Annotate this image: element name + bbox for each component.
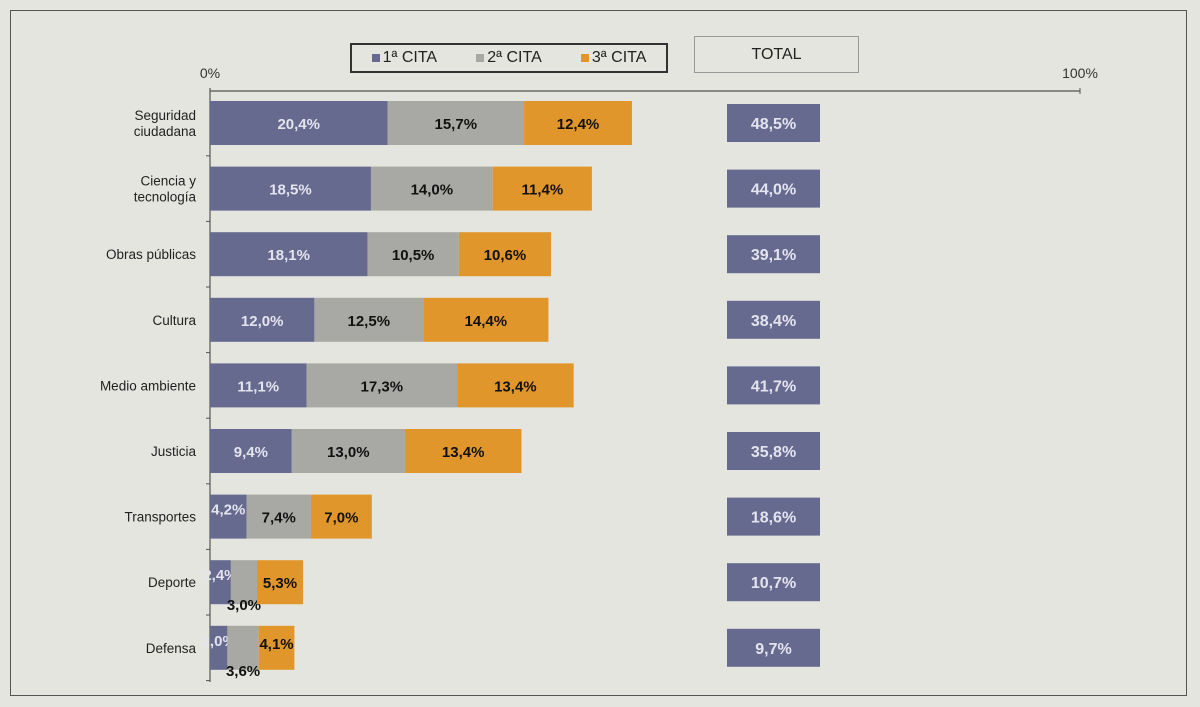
total-label: 44,0% bbox=[751, 182, 796, 199]
category-label: Transportes bbox=[124, 510, 196, 525]
total-label: 41,7% bbox=[751, 378, 796, 395]
total-box bbox=[727, 300, 820, 339]
legend-item-2: 2ª CITA bbox=[476, 49, 542, 67]
total-label: 48,5% bbox=[751, 116, 796, 133]
data-label: 5,3% bbox=[263, 575, 297, 592]
bar-segment-2 bbox=[291, 429, 405, 473]
data-label: 13,4% bbox=[494, 378, 537, 395]
total-header: TOTAL bbox=[694, 36, 859, 73]
total-label: 39,1% bbox=[751, 247, 796, 264]
total-box bbox=[727, 235, 820, 274]
data-label: 17,3% bbox=[361, 378, 404, 395]
data-label: 9,4% bbox=[234, 444, 268, 461]
legend-swatch bbox=[371, 54, 380, 62]
bar-segment-2 bbox=[314, 297, 424, 342]
data-label: 14,0% bbox=[411, 182, 454, 199]
data-label: 12,5% bbox=[348, 313, 391, 330]
bar-segment-1 bbox=[210, 363, 307, 408]
data-label: 12,0% bbox=[241, 313, 284, 330]
category-label: Medio ambiente bbox=[100, 378, 196, 393]
total-label: 35,8% bbox=[751, 444, 796, 461]
data-label: 20,4% bbox=[277, 116, 320, 133]
bar-segment-1 bbox=[210, 494, 247, 539]
bar-segment-1 bbox=[210, 101, 388, 145]
data-label: 14,4% bbox=[465, 313, 508, 330]
data-label: 2,0% bbox=[202, 633, 236, 650]
bar-segment-2 bbox=[246, 494, 311, 539]
bar-segment-1 bbox=[210, 297, 315, 342]
total-box bbox=[727, 432, 820, 470]
data-label: 15,7% bbox=[435, 116, 478, 133]
legend-item-1: 1ª CITA bbox=[371, 49, 438, 67]
data-label: 3,0% bbox=[227, 597, 261, 614]
data-label: 12,4% bbox=[557, 116, 600, 133]
data-label: 10,5% bbox=[392, 247, 435, 264]
data-label: 7,4% bbox=[262, 510, 296, 527]
data-label: 10,6% bbox=[484, 247, 527, 264]
bar-segment-2 bbox=[387, 101, 525, 145]
bar-segment-3 bbox=[423, 297, 549, 342]
total-label: 10,7% bbox=[751, 575, 796, 592]
bar-segment-3 bbox=[310, 494, 372, 539]
total-label: 38,4% bbox=[751, 313, 796, 330]
legend-label: 3ª CITA bbox=[591, 49, 647, 66]
total-box bbox=[727, 497, 820, 536]
category-label: Obras públicas bbox=[106, 247, 196, 262]
bar-segment-2 bbox=[370, 166, 493, 211]
bar-segment-3 bbox=[258, 625, 295, 670]
total-label: 9,7% bbox=[755, 641, 791, 658]
legend-label: 2ª CITA bbox=[487, 49, 542, 66]
total-box bbox=[727, 104, 820, 142]
total-box bbox=[727, 563, 820, 602]
bar-segment-1 bbox=[210, 560, 231, 605]
total-label: 18,6% bbox=[751, 510, 796, 527]
data-label: 18,1% bbox=[267, 247, 310, 264]
category-label: Cultura bbox=[152, 313, 196, 328]
data-label: 3,6% bbox=[226, 663, 260, 680]
data-label: 18,5% bbox=[269, 182, 312, 199]
bar-segment-3 bbox=[492, 166, 592, 211]
bar-segment-1 bbox=[210, 232, 368, 277]
bar-segment-1 bbox=[210, 429, 292, 473]
data-label: 11,1% bbox=[237, 378, 279, 395]
category-label: ciudadana bbox=[134, 124, 197, 139]
bar-segment-3 bbox=[458, 232, 552, 277]
category-label: Deporte bbox=[148, 575, 196, 590]
category-label: Justicia bbox=[151, 444, 197, 459]
bar-segment-1 bbox=[210, 166, 371, 211]
data-label: 11,4% bbox=[521, 182, 563, 199]
category-label: Seguridad bbox=[134, 108, 196, 123]
bar-segment-3 bbox=[404, 429, 522, 473]
bar-segment-3 bbox=[524, 101, 632, 145]
total-box bbox=[727, 366, 820, 405]
chart-frame bbox=[10, 10, 1187, 696]
category-label: Ciencia y bbox=[140, 174, 196, 189]
x-tick-label: 0% bbox=[200, 65, 220, 81]
category-label: tecnología bbox=[134, 190, 197, 205]
bar-segment-2 bbox=[227, 625, 259, 670]
bar-segment-1 bbox=[210, 625, 228, 670]
legend-swatch bbox=[580, 54, 589, 62]
category-label: Defensa bbox=[146, 641, 197, 656]
legend: 1ª CITA 2ª CITA 3ª CITA bbox=[350, 43, 668, 73]
total-box bbox=[727, 169, 820, 208]
data-label: 13,0% bbox=[327, 444, 370, 461]
bar-segment-2 bbox=[230, 560, 257, 605]
x-tick-label: 100% bbox=[1062, 65, 1098, 81]
legend-item-3: 3ª CITA bbox=[580, 49, 647, 67]
data-label: 7,0% bbox=[324, 510, 358, 527]
bar-segment-2 bbox=[367, 232, 459, 277]
legend-label: 1ª CITA bbox=[382, 49, 438, 66]
data-label: 2,4% bbox=[203, 567, 237, 584]
bar-segment-3 bbox=[457, 363, 574, 408]
total-box bbox=[727, 628, 820, 667]
legend-swatch bbox=[476, 54, 485, 62]
data-label: 4,2% bbox=[211, 502, 245, 519]
bar-segment-2 bbox=[306, 363, 458, 408]
bar-segment-3 bbox=[256, 560, 304, 605]
data-label: 4,1% bbox=[259, 636, 293, 653]
data-label: 13,4% bbox=[442, 444, 485, 461]
